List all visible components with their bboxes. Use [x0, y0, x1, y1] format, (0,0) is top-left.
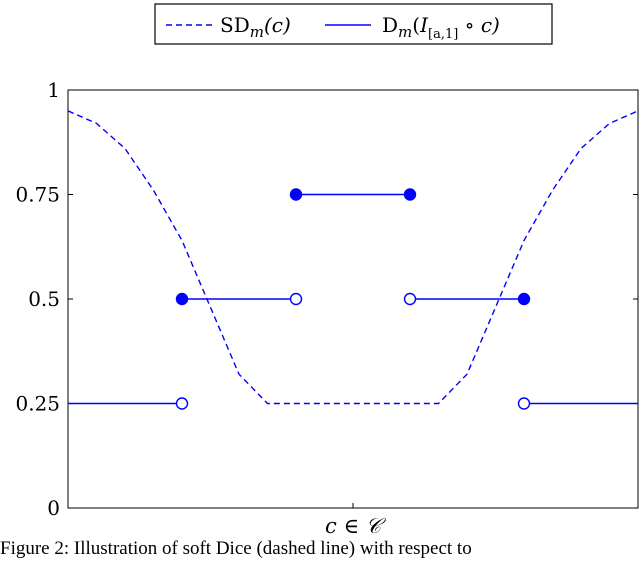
open-marker — [175, 397, 189, 410]
open-marker — [403, 292, 417, 306]
filled-marker — [517, 292, 531, 306]
legend-label-soft-dice: SDm(c) — [220, 13, 291, 41]
y-tick-label: 0.5 — [28, 287, 60, 311]
legend-label-dice: Dm(I[a,1] ∘ c) — [382, 13, 500, 42]
y-tick-label: 0 — [47, 496, 60, 520]
filled-marker — [403, 188, 417, 201]
open-marker — [517, 397, 531, 410]
legend-box — [154, 3, 553, 45]
x-axis-label: c ∈ 𝒞 — [325, 514, 387, 538]
series-dice — [68, 188, 638, 410]
y-tick-label: 0.25 — [15, 392, 60, 416]
series-soft-dice — [67, 110, 639, 405]
y-tick-label: 0.75 — [15, 183, 60, 207]
figure-caption: Figure 2: Illustration of soft Dice (das… — [0, 538, 472, 559]
legend: SDm(c) Dm(I[a,1] ∘ c) — [154, 3, 553, 45]
soft-dice-line — [67, 110, 639, 405]
y-tick-label: 1 — [47, 78, 60, 102]
chart: SDm(c) Dm(I[a,1] ∘ c) 0 0.25 0.5 0.75 1 c ∈ … — [15, 3, 639, 538]
y-axis: 0 0.25 0.5 0.75 1 — [15, 78, 638, 520]
plot-frame — [67, 89, 639, 509]
filled-marker — [289, 188, 303, 201]
open-marker — [289, 292, 303, 306]
filled-marker — [175, 292, 189, 306]
